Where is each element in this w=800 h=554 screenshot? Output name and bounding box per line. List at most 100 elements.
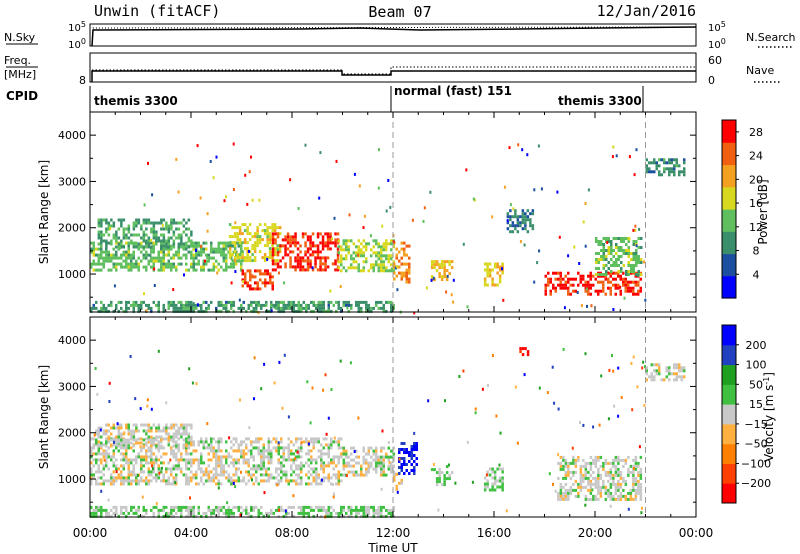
data-cell <box>627 273 630 276</box>
data-cell <box>602 467 605 471</box>
data-cell <box>100 262 103 266</box>
y-tick-label: 1000 <box>58 268 86 281</box>
data-cell <box>584 286 587 290</box>
data-cell <box>195 244 198 248</box>
data-cell <box>325 452 328 456</box>
data-cell <box>147 438 151 442</box>
data-cell <box>637 237 640 240</box>
noise-cell <box>381 224 384 228</box>
noise-cell <box>273 381 276 385</box>
data-cell <box>202 443 205 447</box>
data-cell <box>107 423 110 427</box>
data-cell <box>130 265 133 269</box>
data-cell <box>277 303 280 307</box>
data-cell <box>127 227 131 231</box>
data-cell <box>162 247 165 251</box>
data-cell <box>320 458 323 462</box>
data-cell <box>237 443 240 447</box>
data-cell <box>377 511 380 515</box>
data-cell <box>107 227 111 231</box>
data-cell <box>270 452 273 456</box>
data-cell <box>337 455 340 459</box>
data-cell <box>207 473 210 477</box>
data-cell <box>195 268 198 272</box>
data-cell <box>202 265 205 269</box>
data-cell <box>295 482 298 486</box>
noise-cell <box>113 440 115 444</box>
data-cell <box>140 437 143 441</box>
data-cell <box>579 470 583 474</box>
data-cell <box>645 378 648 382</box>
data-cell <box>127 467 130 471</box>
data-cell <box>345 239 348 243</box>
data-cell <box>240 452 243 456</box>
data-cell <box>165 423 168 427</box>
data-cell <box>207 256 210 260</box>
data-cell <box>521 221 525 225</box>
data-cell <box>294 232 297 236</box>
data-cell <box>162 253 165 257</box>
data-cell <box>260 449 263 453</box>
data-cell <box>192 256 195 260</box>
data-cell <box>307 449 310 453</box>
noise-cell <box>139 445 142 449</box>
noise-cell <box>195 382 198 386</box>
data-cell <box>450 260 454 264</box>
data-cell <box>572 473 575 477</box>
data-cell <box>152 241 155 245</box>
x-tick-label: 12:00 <box>376 526 411 540</box>
data-cell <box>306 247 310 251</box>
data-cell <box>97 446 100 450</box>
data-cell <box>142 253 145 257</box>
data-cell <box>152 236 156 240</box>
data-cell <box>135 473 138 477</box>
data-cell <box>92 247 95 251</box>
data-cell <box>252 309 255 313</box>
data-cell <box>271 256 274 260</box>
noise-cell <box>427 399 430 403</box>
noise-cell <box>540 187 543 191</box>
noise-cell <box>389 205 392 209</box>
data-cell <box>309 238 312 242</box>
data-cell <box>102 449 105 453</box>
data-cell <box>352 508 355 512</box>
data-cell <box>117 423 120 427</box>
data-cell <box>589 488 593 492</box>
data-cell <box>187 300 190 304</box>
data-cell <box>105 511 108 515</box>
data-cell <box>607 488 610 492</box>
data-cell <box>276 259 279 263</box>
data-cell <box>574 479 578 483</box>
data-cell <box>663 170 666 174</box>
data-cell <box>145 432 148 436</box>
data-cell <box>317 508 320 512</box>
data-cell <box>275 482 278 486</box>
data-cell <box>270 449 273 453</box>
data-cell <box>285 479 288 483</box>
data-cell <box>235 473 238 477</box>
data-cell <box>277 446 280 450</box>
data-cell <box>304 253 307 257</box>
data-cell <box>610 258 613 261</box>
data-cell <box>147 482 150 486</box>
data-cell <box>197 262 200 266</box>
data-cell <box>247 464 250 468</box>
data-cell <box>180 300 183 304</box>
data-cell <box>282 455 285 459</box>
data-cell <box>493 479 497 483</box>
data-cell <box>95 479 98 483</box>
data-cell <box>562 485 565 489</box>
data-cell <box>185 505 188 509</box>
data-cell <box>241 278 244 282</box>
data-cell <box>271 226 274 230</box>
colorbar-swatch <box>722 443 736 464</box>
data-cell <box>390 511 393 515</box>
data-cell <box>100 230 103 234</box>
data-cell <box>220 309 223 313</box>
data-cell <box>498 277 502 281</box>
noise-cell <box>136 474 139 477</box>
data-cell <box>367 449 370 453</box>
data-cell <box>270 455 273 459</box>
data-cell <box>272 511 275 515</box>
data-cell <box>291 265 295 269</box>
